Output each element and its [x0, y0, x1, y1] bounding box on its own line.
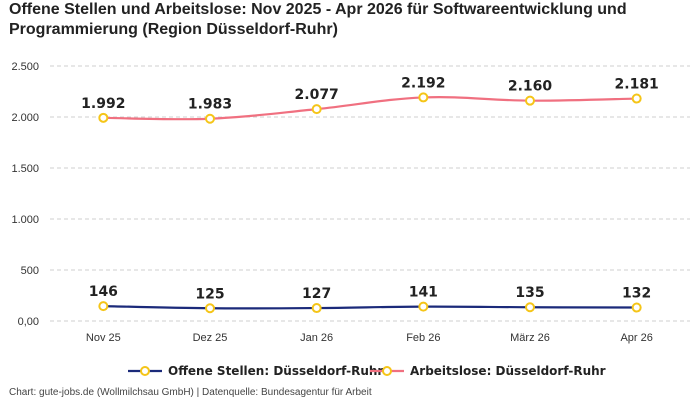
legend-item-0[interactable]: Offene Stellen: Düsseldorf-Ruhr	[128, 364, 383, 378]
data-label: 132	[622, 286, 651, 302]
data-point[interactable]	[418, 301, 429, 312]
data-label: 1.992	[81, 96, 125, 112]
data-label: 127	[302, 286, 331, 302]
data-labels: 146 125 127 141 135 132 1.992 1.983 2.077 2.192 2.…	[81, 75, 659, 302]
x-tick-label: Apr 26	[620, 332, 652, 344]
y-tick-label: 1.000	[11, 214, 39, 226]
legend-marker	[140, 366, 150, 376]
x-tick-label: Jan 26	[300, 332, 333, 344]
data-point[interactable]	[525, 302, 535, 313]
data-point[interactable]	[311, 104, 322, 115]
data-point[interactable]	[311, 303, 322, 314]
data-point[interactable]	[205, 303, 215, 314]
data-label: 135	[515, 285, 544, 301]
data-point[interactable]	[525, 95, 535, 106]
source-note: Chart: gute-jobs.de (Wollmilchsau GmbH) …	[9, 387, 372, 398]
data-point[interactable]	[98, 112, 109, 123]
series-lines	[98, 92, 642, 314]
data-point[interactable]	[631, 93, 642, 104]
y-tick-label: 0,00	[18, 316, 39, 328]
data-point[interactable]	[98, 301, 109, 312]
chart-title: Offene Stellen und Arbeitslose: Nov 2025…	[9, 1, 627, 38]
x-axis-ticks: Nov 25 Dez 25 Jan 26 Feb 26 März 26 Apr 26	[86, 332, 653, 344]
data-label: 141	[409, 285, 438, 301]
legend-label: Offene Stellen: Düsseldorf-Ruhr	[168, 364, 383, 378]
y-tick-label: 1.500	[11, 163, 39, 175]
x-tick-label: Nov 25	[86, 332, 121, 344]
series-line-1	[103, 96, 637, 121]
data-point[interactable]	[205, 113, 215, 124]
data-label: 125	[195, 286, 224, 302]
y-axis-ticks: 0,00 500 1.000 1.500 2.000 2.500	[11, 61, 39, 328]
data-point[interactable]	[631, 302, 642, 313]
legend-marker	[382, 366, 392, 376]
data-label: 1.983	[188, 97, 232, 113]
y-tick-label: 2.000	[11, 112, 39, 124]
x-tick-label: Feb 26	[406, 332, 440, 344]
legend[interactable]: Offene Stellen: Düsseldorf-Ruhr Arbeitslo…	[128, 364, 606, 378]
legend-item-1[interactable]: Arbeitslose: Düsseldorf-Ruhr	[370, 364, 606, 378]
x-tick-label: Dez 25	[193, 332, 228, 344]
data-label: 2.192	[401, 75, 445, 91]
series-line-0	[103, 305, 637, 310]
data-point[interactable]	[418, 92, 429, 103]
data-label: 2.160	[508, 79, 553, 95]
x-tick-label: März 26	[510, 332, 550, 344]
data-label: 146	[89, 284, 118, 300]
grid-lines	[50, 65, 690, 322]
data-label: 2.181	[615, 77, 659, 93]
data-label: 2.077	[295, 87, 339, 103]
legend-label: Arbeitslose: Düsseldorf-Ruhr	[410, 364, 606, 378]
y-tick-label: 500	[21, 265, 39, 277]
y-tick-label: 2.500	[11, 61, 39, 73]
